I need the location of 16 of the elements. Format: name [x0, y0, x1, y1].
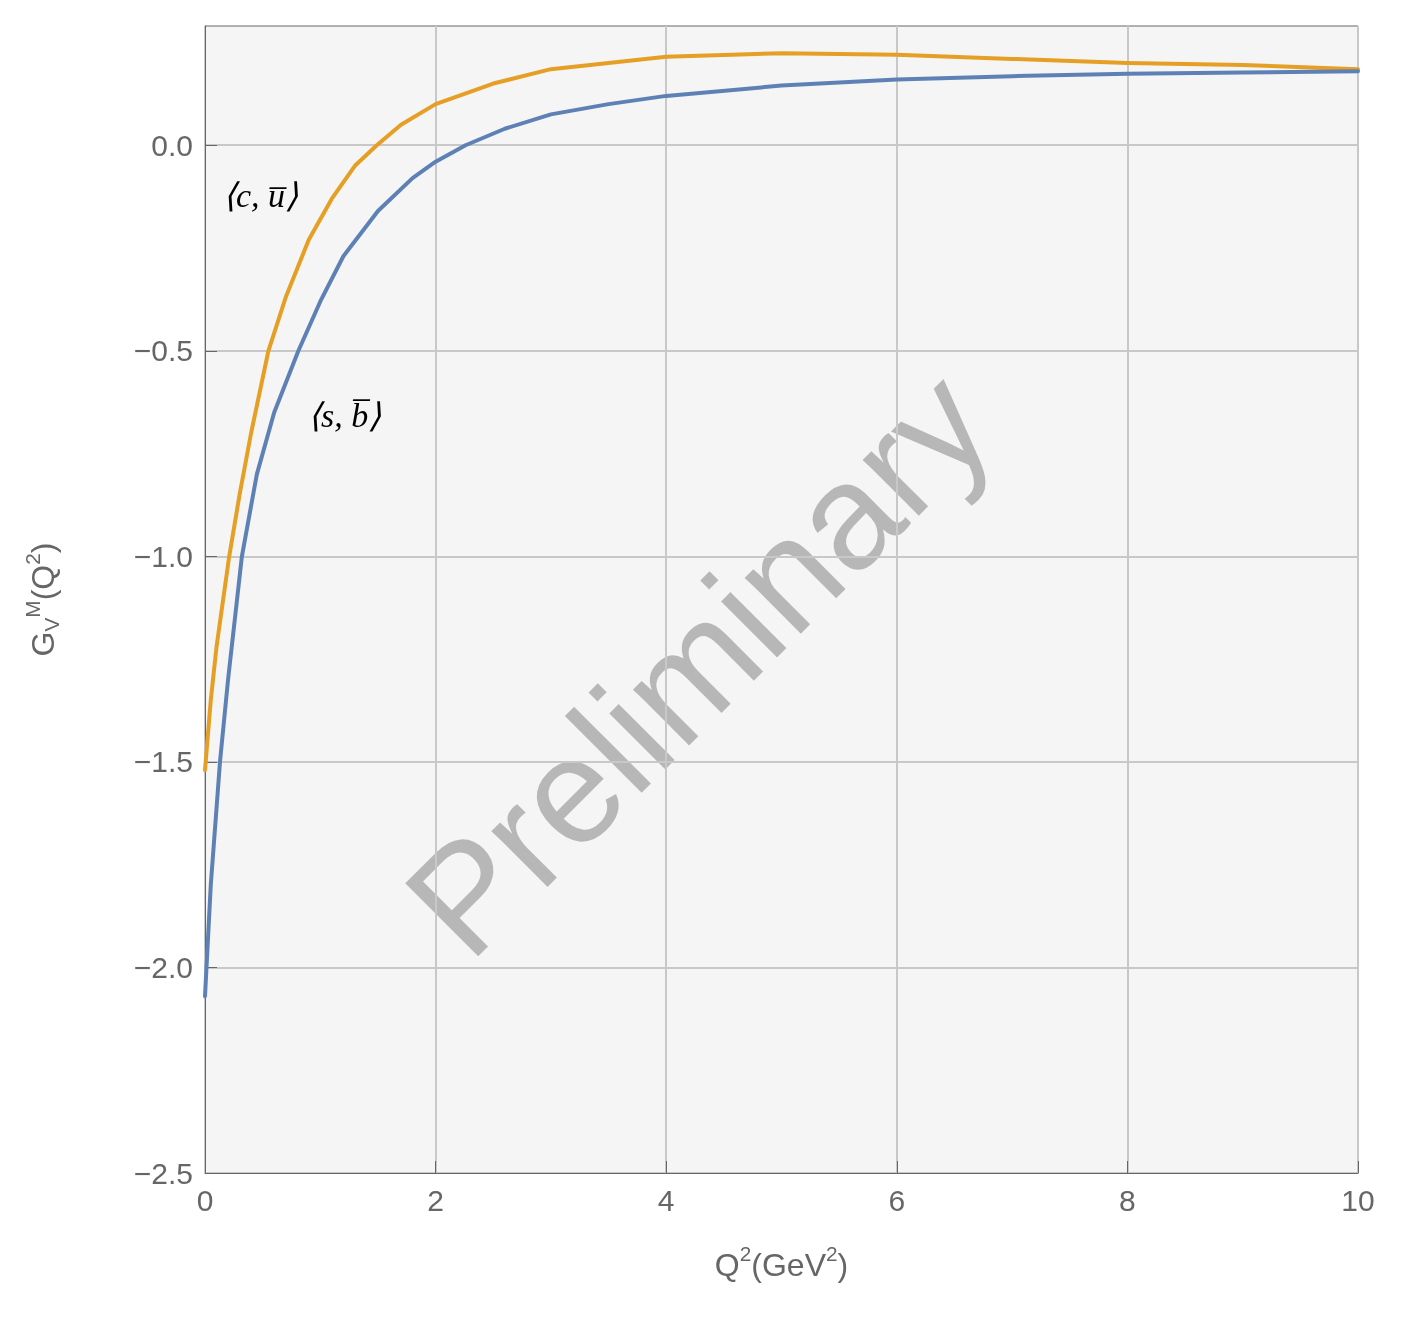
y-axis-title: GVM(Q2)	[20, 542, 63, 657]
y-tick-label: −2.0	[133, 950, 193, 984]
x-tick-label: 4	[657, 1183, 675, 1217]
series-label: ⟨s, b̅⟩	[308, 396, 382, 434]
x-tick-label: 0	[196, 1183, 214, 1217]
series-label: ⟨c, u̅⟩	[223, 176, 299, 214]
y-tick-label: −2.5	[133, 1156, 193, 1190]
y-tick-label: −1.5	[133, 745, 193, 779]
x-tick-label: 8	[1119, 1183, 1136, 1217]
x-tick-label: 6	[888, 1183, 906, 1217]
line-series	[203, 69, 1360, 999]
x-tick-label: 2	[427, 1183, 444, 1217]
x-tick-label: 10	[1341, 1183, 1375, 1217]
y-tick-label: −0.5	[133, 334, 193, 368]
y-tick-label: 0.0	[151, 128, 193, 162]
y-tick-label: −1.0	[133, 539, 193, 573]
